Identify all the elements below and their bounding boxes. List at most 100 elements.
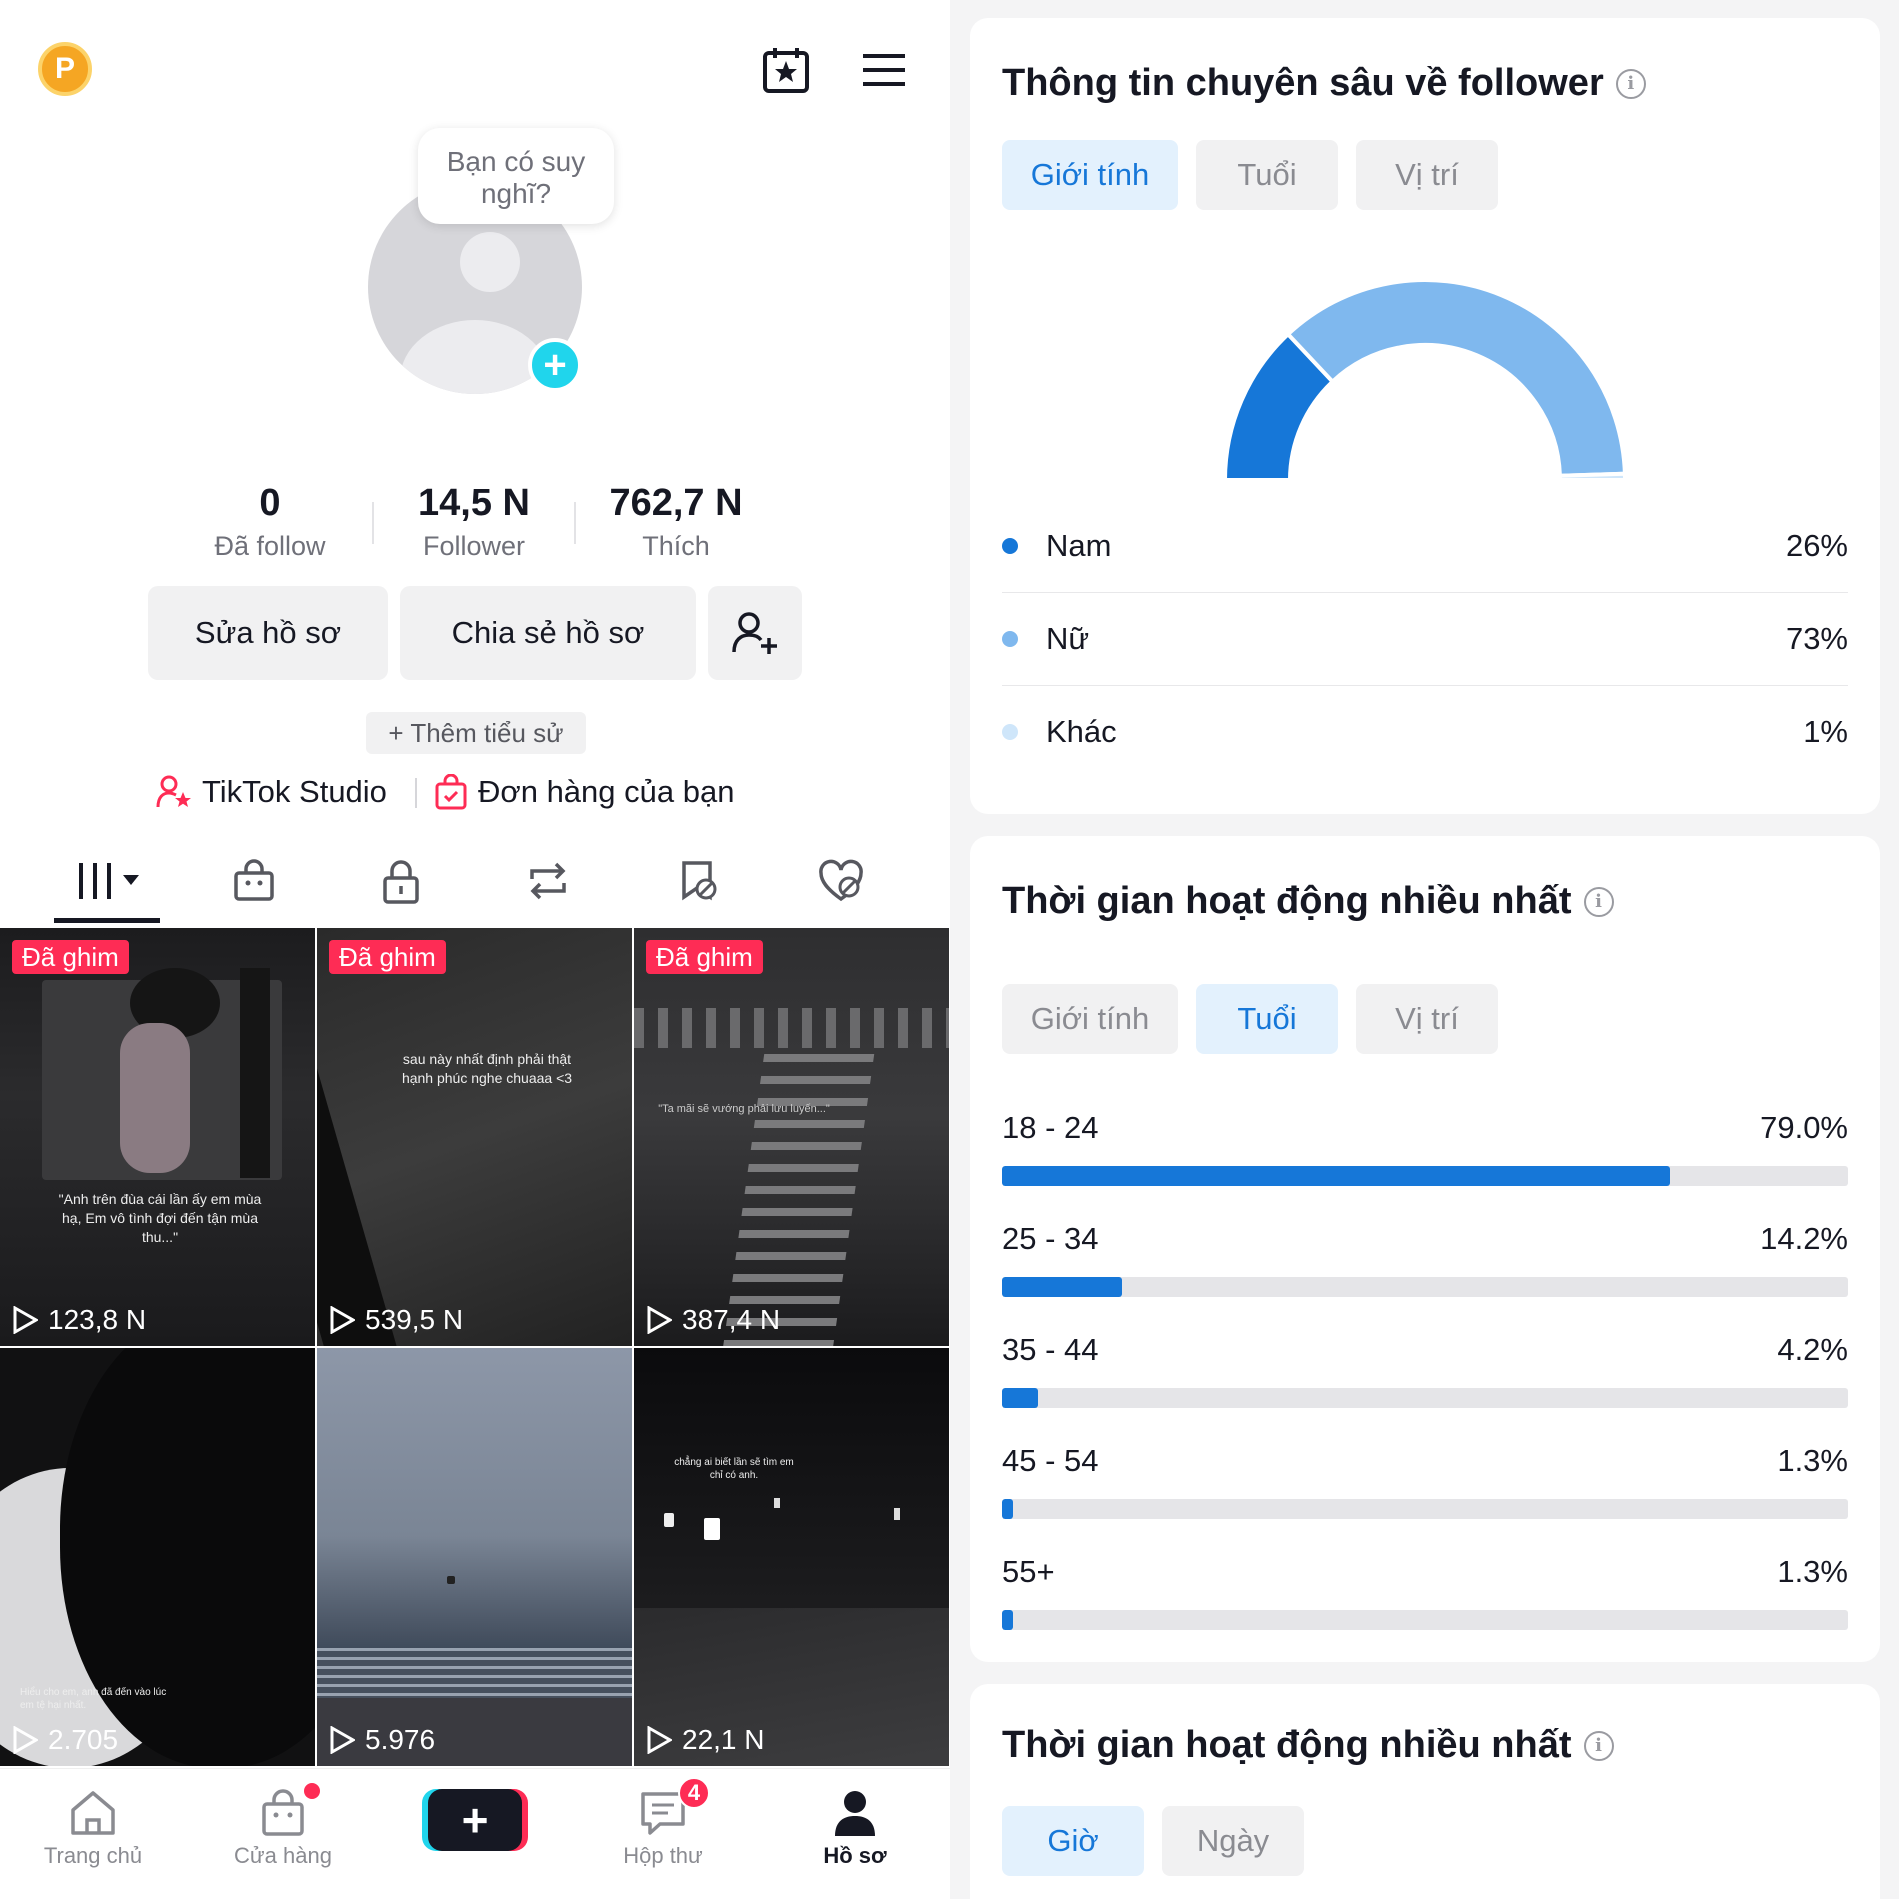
menu-icon[interactable] xyxy=(856,42,912,98)
edit-profile-button[interactable]: Sửa hồ sơ xyxy=(148,586,388,680)
tab-videos[interactable] xyxy=(72,846,148,916)
tab-private[interactable] xyxy=(366,846,436,916)
view-count: 5.976 xyxy=(329,1724,435,1756)
age-row: 45 - 54 1.3% xyxy=(1002,1443,1848,1543)
age-row: 18 - 24 79.0% xyxy=(1002,1110,1848,1210)
play-icon xyxy=(13,1306,38,1334)
activity-time-title: Thời gian hoạt động nhiều nhất i xyxy=(1002,1724,1614,1767)
tab-liked-hidden[interactable] xyxy=(806,846,876,916)
age-row-header: 35 - 44 4.2% xyxy=(1002,1332,1848,1368)
video-tile[interactable]: chẳng ai biết lần sẽ tìm em chỉ có anh. … xyxy=(634,1348,949,1766)
tab-gender[interactable]: Giới tính xyxy=(1002,140,1178,210)
nav-shop[interactable]: Cửa hàng xyxy=(208,1783,358,1869)
profile-panel: P Bạn có suy nghĩ? + 0 Đã follow 14,5 N … xyxy=(0,42,950,1869)
gauge-segment-nữ xyxy=(1285,278,1627,478)
points-badge[interactable]: P xyxy=(38,42,92,96)
video-tile[interactable]: Đã ghim sau này nhất định phải thật hạnh… xyxy=(317,928,632,1346)
video-caption: chẳng ai biết lần sẽ tìm em chỉ có anh. xyxy=(674,1457,794,1481)
shopping-bag-check-icon xyxy=(435,774,467,810)
inbox-badge: 4 xyxy=(678,1777,710,1809)
tab-location[interactable]: Vị trí xyxy=(1356,984,1498,1054)
tab-favorites-hidden[interactable] xyxy=(663,846,733,916)
view-count: 22,1 N xyxy=(646,1724,765,1756)
pinned-badge: Đã ghim xyxy=(646,940,763,974)
video-grid: Đã ghim "Anh trên đùa cái lần ấy em mùa … xyxy=(0,928,950,1768)
create-button[interactable]: + xyxy=(428,1789,522,1851)
view-count: 123,8 N xyxy=(12,1304,146,1336)
add-friend-button[interactable] xyxy=(708,586,802,680)
age-range-label: 35 - 44 xyxy=(1002,1332,1099,1367)
add-bio-button[interactable]: + Thêm tiểu sử xyxy=(366,712,586,754)
shop-bag-icon xyxy=(262,1789,304,1836)
calendar-star-icon[interactable] xyxy=(758,42,814,98)
heart-hidden-icon xyxy=(819,859,863,902)
age-row: 35 - 44 4.2% xyxy=(1002,1332,1848,1432)
stat-likes[interactable]: 762,7 N Thích xyxy=(609,482,743,561)
age-bar-fill xyxy=(1002,1166,1671,1186)
info-icon[interactable]: i xyxy=(1583,1730,1614,1761)
bookmark-hidden-icon xyxy=(682,861,717,901)
info-icon[interactable]: i xyxy=(1615,68,1646,99)
video-tile[interactable]: Hiểu cho em, anh đã đến vào lúc em tệ hạ… xyxy=(0,1348,315,1766)
tab-gender[interactable]: Giới tính xyxy=(1002,984,1178,1054)
legend-dot xyxy=(1002,631,1018,647)
analytics-panel: Thông tin chuyên sâu về follower i Giới … xyxy=(950,0,1899,1899)
grid-bars-icon xyxy=(79,863,139,899)
stat-divider xyxy=(574,502,576,544)
age-percent-label: 14.2% xyxy=(1760,1221,1848,1256)
repost-icon xyxy=(530,862,566,900)
share-profile-button[interactable]: Chia sẻ hồ sơ xyxy=(400,586,696,680)
video-tile[interactable]: Đã ghim "Ta mãi sẽ vướng phải lưu luyến.… xyxy=(634,928,949,1346)
pinned-badge: Đã ghim xyxy=(329,940,446,974)
lock-icon xyxy=(383,860,419,904)
age-bar-track xyxy=(1002,1388,1848,1408)
age-range-label: 45 - 54 xyxy=(1002,1443,1099,1478)
gauge-segment-khác xyxy=(1557,471,1628,482)
pinned-badge: Đã ghim xyxy=(12,940,129,974)
tab-reposts[interactable] xyxy=(513,846,583,916)
home-icon xyxy=(71,1791,115,1835)
creator-person-icon xyxy=(156,775,191,808)
stat-followers[interactable]: 14,5 N Follower xyxy=(418,482,530,561)
video-caption: "Ta mãi sẽ vướng phải lưu luyến..." xyxy=(658,1103,830,1115)
tab-age[interactable]: Tuổi xyxy=(1196,984,1338,1054)
video-caption: sau này nhất định phải thật hạnh phúc ng… xyxy=(401,1051,573,1086)
stat-following[interactable]: 0 Đã follow xyxy=(214,482,326,561)
tab-day[interactable]: Ngày xyxy=(1162,1806,1304,1876)
play-icon xyxy=(13,1726,38,1754)
add-avatar-button[interactable]: + xyxy=(528,338,582,392)
legend-female: Nữ 73% xyxy=(1002,593,1848,685)
play-icon xyxy=(647,1726,672,1754)
age-bar-fill xyxy=(1002,1388,1038,1408)
play-icon xyxy=(647,1306,672,1334)
thought-bubble[interactable]: Bạn có suy nghĩ? xyxy=(418,128,614,224)
orders-link[interactable]: Đơn hàng của bạn xyxy=(434,770,734,814)
legend-dot xyxy=(1002,538,1018,554)
nav-home[interactable]: Trang chủ xyxy=(18,1783,168,1869)
age-row-header: 18 - 24 79.0% xyxy=(1002,1110,1848,1146)
age-bar-fill xyxy=(1002,1277,1123,1297)
tiktok-studio-link[interactable]: TikTok Studio xyxy=(156,770,387,814)
info-icon[interactable]: i xyxy=(1583,886,1614,917)
nav-inbox[interactable]: 4 Hộp thư xyxy=(588,1777,738,1869)
add-person-icon xyxy=(732,612,777,654)
tab-age[interactable]: Tuổi xyxy=(1196,140,1338,210)
shop-notification-dot xyxy=(304,1783,320,1799)
link-divider xyxy=(415,778,417,808)
legend-divider xyxy=(1002,685,1848,686)
tab-location[interactable]: Vị trí xyxy=(1356,140,1498,210)
age-range-label: 25 - 34 xyxy=(1002,1221,1099,1256)
age-percent-label: 4.2% xyxy=(1777,1332,1848,1367)
age-row: 55+ 1.3% xyxy=(1002,1554,1848,1654)
play-icon xyxy=(330,1726,355,1754)
activity-age-title: Thời gian hoạt động nhiều nhất i xyxy=(1002,880,1614,923)
tab-shop[interactable] xyxy=(219,846,289,916)
age-bar-fill xyxy=(1002,1499,1013,1519)
video-tile[interactable]: Đã ghim "Anh trên đùa cái lần ấy em mùa … xyxy=(0,928,315,1346)
age-percent-label: 1.3% xyxy=(1777,1554,1848,1589)
age-percent-label: 79.0% xyxy=(1760,1110,1848,1145)
tab-hour[interactable]: Giờ xyxy=(1002,1806,1144,1876)
age-range-label: 55+ xyxy=(1002,1554,1055,1589)
video-tile[interactable]: 5.976 xyxy=(317,1348,632,1766)
nav-profile[interactable]: Hồ sơ xyxy=(780,1783,930,1869)
